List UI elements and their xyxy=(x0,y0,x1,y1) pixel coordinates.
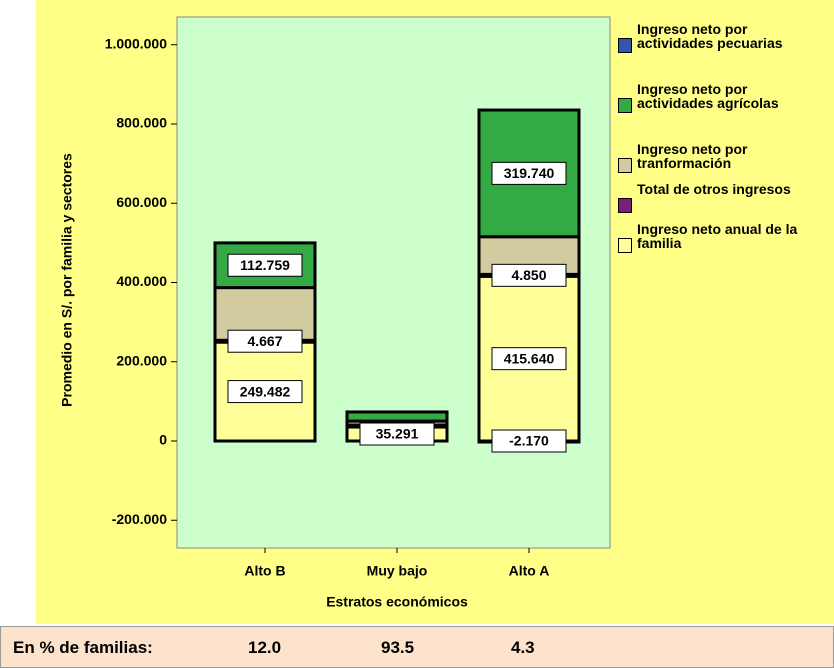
value-label: -2.170 xyxy=(509,433,549,449)
legend-label: Total de otros ingresos xyxy=(637,181,791,197)
footer-value: 12.0 xyxy=(248,638,282,657)
legend-swatch xyxy=(618,198,632,213)
legend-swatch xyxy=(618,38,632,53)
x-axis-title: Estratos económicos xyxy=(326,594,468,610)
y-tick-label: -200.000 xyxy=(112,511,167,527)
x-tick-label: Alto B xyxy=(244,563,285,579)
value-label-box xyxy=(227,329,303,353)
legend-swatch xyxy=(618,238,632,253)
y-tick-label: 1.000.000 xyxy=(105,35,167,51)
footer: En % de familias: 12.0 93.5 4.3 xyxy=(0,626,834,668)
y-tick-label: 0 xyxy=(159,432,167,448)
x-tick-label: Muy bajo xyxy=(367,563,428,579)
value-label: 249.482 xyxy=(240,383,291,399)
legend-label: Ingreso neto por actividades agrícolas xyxy=(637,81,779,111)
value-label: 4.667 xyxy=(247,333,282,349)
value-label-box xyxy=(491,429,567,453)
footer-label: En % de familias: xyxy=(13,638,153,657)
legend-label: Ingreso neto anual de la familia xyxy=(637,221,798,251)
chart: Promedio en S/. por familia y sectores E… xyxy=(36,0,834,624)
y-tick-label: 400.000 xyxy=(116,273,167,289)
bar-segment xyxy=(345,410,449,423)
legend-label: Ingreso neto por actividades pecuarias xyxy=(637,21,783,51)
value-label-box xyxy=(359,422,435,446)
value-label-box xyxy=(491,347,567,371)
x-tick-label: Alto A xyxy=(509,563,550,579)
y-tick-label: 200.000 xyxy=(116,352,167,368)
y-tick-label: 600.000 xyxy=(116,194,167,210)
value-label: 415.640 xyxy=(504,350,555,366)
value-label-box xyxy=(491,263,567,287)
value-label: 112.759 xyxy=(240,257,290,273)
footer-value: 93.5 xyxy=(381,638,415,657)
footer-value: 4.3 xyxy=(511,638,535,657)
legend-swatch xyxy=(618,158,632,173)
value-label: 35.291 xyxy=(376,426,419,442)
legend-label: Ingreso neto por tranformación xyxy=(637,141,748,171)
value-label: 319.740 xyxy=(504,165,555,181)
value-label-box xyxy=(227,380,303,404)
value-label: 4.850 xyxy=(511,267,546,283)
y-tick-label: 800.000 xyxy=(116,115,167,131)
y-axis-title: Promedio en S/. por familia y sectores xyxy=(59,153,75,407)
value-label-box xyxy=(491,161,567,185)
value-label-box xyxy=(227,253,303,277)
legend-swatch xyxy=(618,98,632,113)
